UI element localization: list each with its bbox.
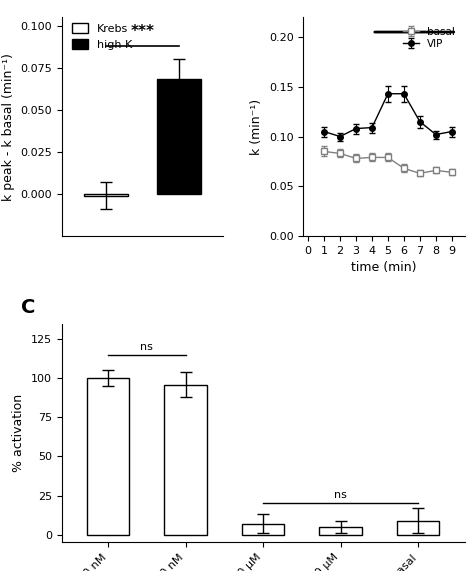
Text: A: A: [0, 0, 16, 3]
Y-axis label: % activation: % activation: [12, 394, 25, 472]
X-axis label: time (min): time (min): [351, 262, 417, 274]
Legend: basal, VIP: basal, VIP: [399, 22, 459, 53]
Bar: [157, 79, 201, 194]
Text: ns: ns: [334, 490, 347, 500]
Bar: [164, 384, 207, 534]
Bar: [242, 524, 284, 534]
Text: ***: ***: [130, 24, 154, 39]
Bar: [397, 521, 439, 534]
Y-axis label: k peak - k basal (min⁻¹): k peak - k basal (min⁻¹): [1, 53, 15, 200]
Text: C: C: [21, 297, 36, 317]
Text: ns: ns: [140, 341, 153, 352]
Text: B: B: [268, 0, 283, 3]
Legend: Krebs, high K: Krebs, high K: [67, 18, 137, 54]
Bar: [87, 378, 129, 534]
Bar: [83, 194, 128, 196]
Y-axis label: k (min⁻¹): k (min⁻¹): [250, 99, 264, 155]
Bar: [319, 527, 362, 534]
